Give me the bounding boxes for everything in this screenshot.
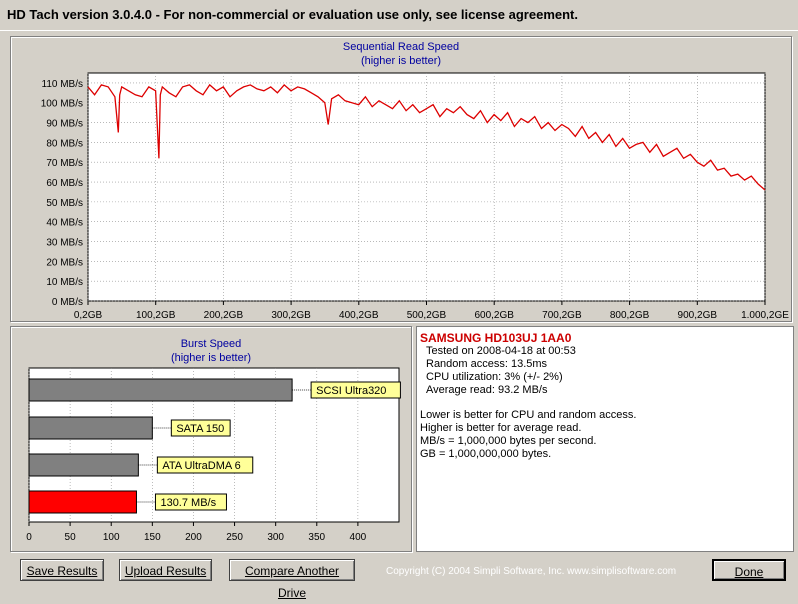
save-results-button[interactable]: Save Results (20, 559, 104, 581)
burst-bar-label: ATA UltraDMA 6 (162, 460, 240, 472)
note-lower-better: Lower is better for CPU and random acces… (420, 409, 637, 421)
burst-x-tick-label: 100 (103, 532, 120, 543)
x-tick-label: 400,2GB (339, 310, 379, 321)
x-tick-label: 1.000,2GE (741, 310, 789, 321)
x-tick-label: 100,2GB (136, 310, 176, 321)
burst-x-tick-label: 250 (226, 532, 243, 543)
copyright-text: Copyright (C) 2004 Simpli Software, Inc.… (386, 566, 677, 577)
burst-label-box (154, 493, 227, 511)
tested-date: Tested on 2008-04-18 at 00:53 (426, 345, 576, 357)
drive-info-panel: SAMSUNG HD103UJ 1AA0 Tested on 2008-04-1… (416, 326, 794, 552)
x-tick-label: 200,2GB (204, 310, 244, 321)
x-tick-label: 800,2GB (610, 310, 650, 321)
drive-name: SAMSUNG HD103UJ 1AA0 (420, 331, 572, 345)
random-access: Random access: 13.5ms (426, 358, 548, 370)
y-tick-label: 70 MB/s (46, 158, 83, 169)
note-mbs-definition: MB/s = 1,000,000 bytes per second. (420, 435, 597, 447)
average-read: Average read: 93.2 MB/s (426, 384, 548, 396)
y-tick-label: 10 MB/s (46, 277, 83, 288)
note-higher-better: Higher is better for average read. (420, 422, 582, 434)
burst-x-tick-label: 300 (267, 532, 284, 543)
y-tick-label: 40 MB/s (46, 218, 83, 229)
burst-chart-subtitle: (higher is better) (170, 352, 252, 364)
cpu-utilization: CPU utilization: 3% (+/- 2%) (426, 371, 563, 383)
burst-speed-panel: Burst Speed (higher is better) (10, 326, 412, 552)
burst-x-tick-label: 150 (144, 532, 161, 543)
y-tick-label: 110 MB/s (42, 79, 84, 90)
x-tick-label: 700,2GB (542, 310, 582, 321)
burst-label-box (156, 456, 254, 474)
burst-bar-current (28, 490, 137, 514)
burst-bar (28, 416, 153, 440)
x-tick-label: 600,2GB (474, 310, 514, 321)
x-tick-label: 500,2GB (407, 310, 447, 321)
title-bar: HD Tach version 3.0.4.0 - For non-commer… (0, 0, 798, 31)
burst-label-box (310, 381, 401, 399)
y-tick-label: 90 MB/s (46, 119, 83, 130)
burst-x-tick-label: 0 (26, 532, 32, 543)
y-tick-label: 30 MB/s (46, 238, 83, 249)
burst-bar-label: SCSI Ultra320 (316, 385, 386, 397)
y-tick-label: 50 MB/s (46, 198, 83, 209)
burst-x-tick-label: 350 (308, 532, 325, 543)
y-tick-label: 100 MB/s (41, 99, 83, 110)
x-tick-label: 0,2GB (74, 310, 103, 321)
burst-label-box (170, 419, 231, 437)
y-tick-label: 20 MB/s (46, 257, 83, 268)
sequential-read-chart: 0 MB/s 10 MB/s 20 MB/s 30 MB/s 40 MB/s 50 MB/… (41, 72, 789, 321)
seq-chart-title: Sequential Read Speed (342, 41, 460, 53)
done-button[interactable]: Done (712, 559, 786, 581)
sequential-read-panel: Sequential Read Speed (higher is better) (10, 36, 792, 322)
burst-chart-title: Burst Speed (180, 338, 242, 350)
seq-chart-subtitle: (higher is better) (360, 55, 442, 67)
y-tick-label: 0 MB/s (52, 297, 83, 308)
burst-bar-label: 130.7 MB/s (160, 497, 216, 509)
read-speed-line (87, 83, 766, 191)
upload-results-button[interactable]: Upload Results (119, 559, 212, 581)
burst-x-tick-label: 200 (185, 532, 202, 543)
burst-bar (28, 378, 293, 402)
x-tick-label: 900,2GB (678, 310, 718, 321)
burst-x-tick-label: 400 (350, 532, 367, 543)
y-tick-label: 60 MB/s (46, 178, 83, 189)
note-gb-definition: GB = 1,000,000,000 bytes. (420, 448, 552, 460)
burst-bar (28, 453, 139, 477)
compare-drive-button[interactable]: Compare Another Drive (229, 559, 355, 600)
burst-bar-label: SATA 150 (176, 423, 224, 435)
window-title: HD Tach version 3.0.4.0 - For non-commer… (7, 7, 578, 22)
burst-x-tick-label: 50 (65, 532, 77, 543)
y-tick-label: 80 MB/s (46, 138, 83, 149)
x-tick-label: 300,2GB (271, 310, 311, 321)
burst-speed-chart: 0 50 100 150 200 250 300 350 400 SCSI Ultra320 SAT… (26, 367, 401, 543)
